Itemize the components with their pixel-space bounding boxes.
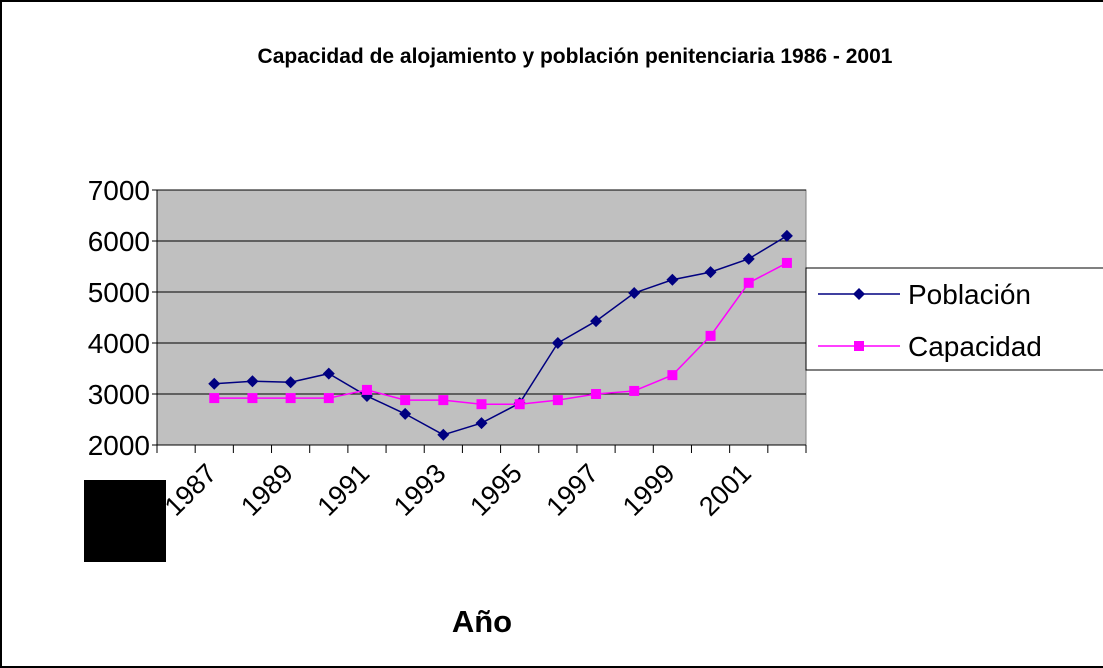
- series-line: [214, 235, 788, 436]
- point: [284, 376, 297, 389]
- point: [438, 395, 449, 406]
- chart-title: Capacidad de alojamiento y población pen…: [257, 45, 893, 68]
- y-tick-label: 5000: [88, 277, 150, 308]
- point: [704, 266, 717, 279]
- point: [400, 395, 411, 406]
- point: [667, 370, 678, 381]
- point: [742, 252, 755, 265]
- point: [399, 407, 412, 420]
- point: [361, 384, 372, 395]
- point: [552, 395, 563, 406]
- point: [475, 417, 488, 430]
- point: [629, 385, 640, 396]
- point: [591, 389, 602, 399]
- y-tick-label: 6000: [88, 226, 150, 257]
- point: [666, 273, 679, 286]
- point: [437, 428, 450, 441]
- point: [514, 399, 525, 410]
- legend-marker: [854, 341, 864, 351]
- point: [247, 393, 258, 404]
- x-axis-title: Año: [452, 604, 512, 639]
- point: [780, 229, 793, 242]
- legend-box: [805, 267, 1103, 371]
- redaction-box: [84, 480, 166, 562]
- legend-label: Capacidad: [908, 331, 1042, 362]
- point: [476, 399, 487, 410]
- point: [323, 393, 334, 404]
- series-line: [214, 262, 788, 405]
- point: [743, 277, 754, 288]
- point: [322, 367, 335, 380]
- y-tick-label: 2000: [88, 430, 150, 461]
- y-tick-label: 3000: [88, 379, 150, 410]
- point: [781, 257, 792, 268]
- point: [208, 377, 221, 390]
- point: [551, 337, 564, 349]
- point: [590, 315, 603, 328]
- y-tick-label: 4000: [88, 328, 150, 359]
- legend-label: Población: [908, 279, 1031, 310]
- y-tick-label: 7000: [88, 175, 150, 206]
- point: [705, 330, 716, 341]
- point: [628, 287, 641, 300]
- point: [209, 393, 220, 404]
- point: [246, 375, 259, 388]
- point: [285, 393, 296, 404]
- legend-marker: [853, 288, 865, 300]
